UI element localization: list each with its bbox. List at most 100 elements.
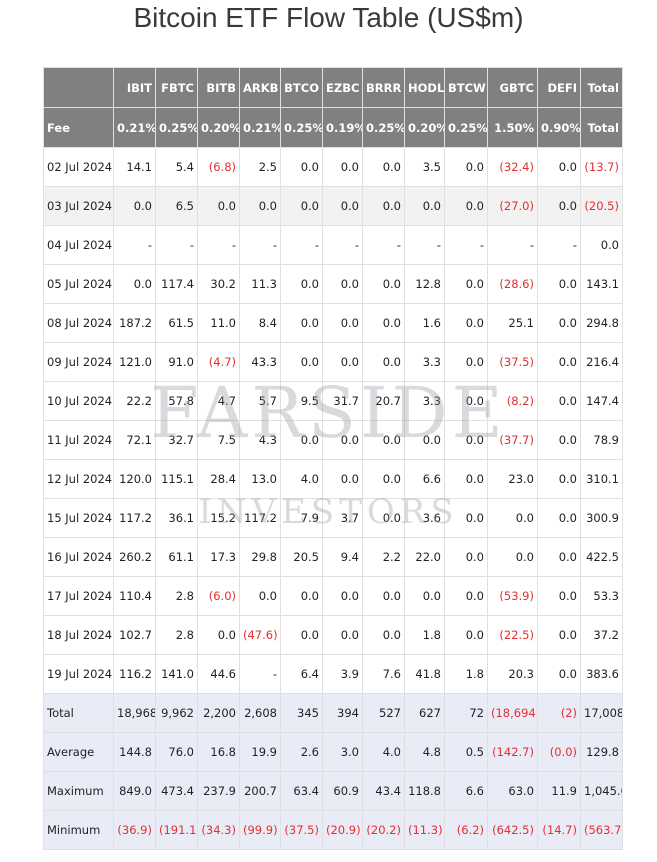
data-row: 10 Jul 2024 22.2 57.8 4.7 5.7 9.5 31.7 20.7 3.3 0…: [43, 381, 623, 421]
summary-row: Total 18,968 9,962 2,200 2,608 345 394 527 627 72…: [43, 693, 623, 733]
cell: 0.0: [444, 381, 488, 421]
cell: 63.0: [487, 771, 538, 811]
cell: 29.8: [239, 537, 281, 577]
cell: 0.0: [362, 186, 405, 226]
cell: 5.4: [155, 147, 198, 187]
cell: 3.3: [404, 381, 445, 421]
cell: -: [280, 225, 323, 265]
cell: 0.0: [537, 147, 581, 187]
cell: 1.8: [404, 615, 445, 655]
column-header: EZBC: [322, 67, 363, 108]
data-row: 04 Jul 2024- - - - - - - - - - -0.0: [43, 225, 623, 265]
cell: 116.2: [113, 654, 156, 694]
cell: 5.7: [239, 381, 281, 421]
cell: (0.0): [537, 732, 581, 772]
data-row: 15 Jul 2024 117.2 36.1 15.2 117.2 7.9 3.7 0.0 3.…: [43, 498, 623, 538]
data-row: 03 Jul 2024 0.0 6.5 0.0 0.0 0.0 0.0 0.0 0.0 0.0 (2…: [43, 186, 623, 226]
cell: 11.0: [197, 303, 240, 343]
row-label: Average: [43, 732, 114, 772]
cell: 57.8: [155, 381, 198, 421]
summary-row: Average 144.8 76.0 16.8 19.9 2.6 3.0 4.0 4.8 0.5(…: [43, 732, 623, 772]
cell: 1.8: [444, 654, 488, 694]
cell: 0.0: [322, 459, 363, 499]
cell: 14.1: [113, 147, 156, 187]
data-row: 19 Jul 2024 116.2 141.0 44.6-6.4 3.9 7.6 41.8 1…: [43, 654, 623, 694]
cell: 0.0: [280, 615, 323, 655]
cell: 121.0: [113, 342, 156, 382]
cell: 0.0: [444, 186, 488, 226]
cell: -: [197, 225, 240, 265]
cell: 3.5: [404, 147, 445, 187]
cell: 0.0: [362, 342, 405, 382]
row-label: 08 Jul 2024: [43, 303, 114, 343]
cell: 8.4: [239, 303, 281, 343]
cell: (34.3): [197, 810, 240, 850]
cell: -: [537, 225, 581, 265]
column-header: GBTC: [487, 67, 538, 108]
cell: 61.5: [155, 303, 198, 343]
cell: 0.0: [444, 615, 488, 655]
cell: 76.0: [155, 732, 198, 772]
cell: (142.7): [487, 732, 538, 772]
fee-cell: 0.21%: [239, 107, 281, 148]
cell: (20.5): [580, 186, 623, 226]
cell: 36.1: [155, 498, 198, 538]
cell: (11.3): [404, 810, 445, 850]
cell: -: [113, 225, 156, 265]
cell: 143.1: [580, 264, 623, 304]
cell: (13.7): [580, 147, 623, 187]
table-head: IBIT FBTC BITB ARKB BTCO EZBC BRRR HODL BTCW GBTC…: [43, 67, 623, 148]
cell: 0.5: [444, 732, 488, 772]
cell: (37.5): [487, 342, 538, 382]
cell: 3.0: [322, 732, 363, 772]
cell: 117.2: [239, 498, 281, 538]
cell: 4.8: [404, 732, 445, 772]
row-label: Total: [43, 693, 114, 733]
data-row: 12 Jul 2024 120.0 115.1 28.4 13.0 4.0 0.0 0.0 6.…: [43, 459, 623, 499]
data-row: 17 Jul 2024 110.4 2.8 (6.0) 0.0 0.0 0.0 0.0 0.0 0…: [43, 576, 623, 616]
row-label: 16 Jul 2024: [43, 537, 114, 577]
cell: 91.0: [155, 342, 198, 382]
cell: 394: [322, 693, 363, 733]
cell: 1,045.0: [580, 771, 623, 811]
fee-cell: 0.25%: [155, 107, 198, 148]
cell: 0.0: [580, 225, 623, 265]
cell: 0.0: [239, 576, 281, 616]
cell: 3.6: [404, 498, 445, 538]
column-header: HODL: [404, 67, 445, 108]
cell: 28.4: [197, 459, 240, 499]
cell: 19.9: [239, 732, 281, 772]
cell: -: [487, 225, 538, 265]
cell: 0.0: [537, 498, 581, 538]
cell: 3.9: [322, 654, 363, 694]
cell: 120.0: [113, 459, 156, 499]
cell: 0.0: [280, 303, 323, 343]
cell: 30.2: [197, 264, 240, 304]
summary-row: Maximum 849.0 473.4 237.9 200.7 63.4 60.9 43.4 1…: [43, 771, 623, 811]
cell: 53.3: [580, 576, 623, 616]
cell: 23.0: [487, 459, 538, 499]
cell: 7.9: [280, 498, 323, 538]
flow-table: IBIT FBTC BITB ARKB BTCO EZBC BRRR HODL BTCW GBTC…: [43, 67, 623, 850]
column-header: FBTC: [155, 67, 198, 108]
cell: (37.5): [280, 810, 323, 850]
table-body: 02 Jul 2024 14.1 5.4 (6.8) 2.5 0.0 0.0 0.0 3.5 0.…: [43, 147, 623, 850]
cell: -: [239, 654, 281, 694]
cell: (8.2): [487, 381, 538, 421]
cell: 61.1: [155, 537, 198, 577]
fee-cell: 0.25%: [280, 107, 323, 148]
cell: 0.0: [322, 303, 363, 343]
cell: (191.1): [155, 810, 198, 850]
cell: 72.1: [113, 420, 156, 460]
data-row: 16 Jul 2024 260.2 61.1 17.3 29.8 20.5 9.4 2.2 22…: [43, 537, 623, 577]
cell: 0.0: [537, 186, 581, 226]
cell: 41.8: [404, 654, 445, 694]
cell: (20.9): [322, 810, 363, 850]
cell: 187.2: [113, 303, 156, 343]
cell: 78.9: [580, 420, 623, 460]
fee-cell: 0.20%: [404, 107, 445, 148]
row-label: 02 Jul 2024: [43, 147, 114, 187]
cell: 6.6: [404, 459, 445, 499]
cell: 0.0: [444, 576, 488, 616]
column-header: BRRR: [362, 67, 405, 108]
